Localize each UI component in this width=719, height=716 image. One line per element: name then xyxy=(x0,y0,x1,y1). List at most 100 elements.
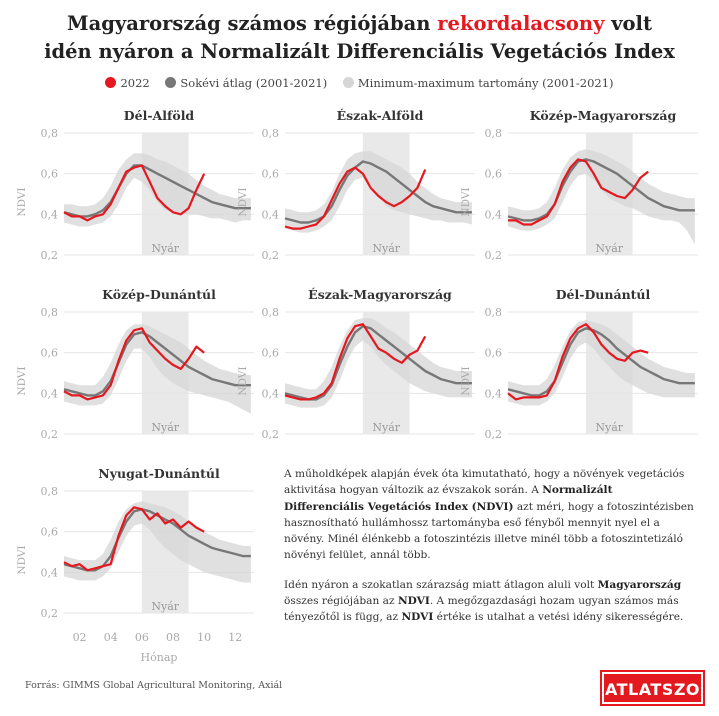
desc-bold: Magyarország xyxy=(597,578,682,591)
y-tick-label: 0,6 xyxy=(262,168,280,181)
legend-label-range: Minimum-maximum tartomány (2001-2021) xyxy=(357,76,614,90)
source-note: Forrás: GIMMS Global Agricultural Monito… xyxy=(25,680,283,691)
desc-bold: NDVI xyxy=(401,611,434,624)
x-tick-label: 10 xyxy=(197,631,211,644)
line-2022 xyxy=(284,323,427,401)
y-tick-label: 0,2 xyxy=(485,249,503,262)
title-line2: idén nyáron a Normalizált Differenciális… xyxy=(44,40,675,63)
y-tick-label: 0,6 xyxy=(262,347,280,360)
y-axis-label: NDVI xyxy=(16,187,28,216)
y-axis-label: NDVI xyxy=(16,545,28,574)
desc-text: értéke is utalhat a vetési idény sikeres… xyxy=(433,611,684,624)
title-part1: Magyarország számos régiójában xyxy=(67,12,438,35)
y-tick-label: 0,4 xyxy=(41,387,59,400)
line-2022 xyxy=(63,327,205,401)
summer-label: Nyár xyxy=(151,242,179,255)
title-highlight: rekordalacsony xyxy=(437,12,605,35)
y-tick-label: 0,4 xyxy=(41,208,59,221)
panel-title: Közép-Dunántúl xyxy=(102,287,216,302)
x-tick-label: 12 xyxy=(228,631,242,644)
minmax-band xyxy=(508,149,695,245)
minmax-band xyxy=(508,320,695,406)
summer-label: Nyár xyxy=(595,242,623,255)
minmax-band xyxy=(285,151,472,233)
legend-swatch-2022 xyxy=(105,77,117,88)
chart-panel: Nyugat-Dunántúl Nyár 0,2 0,4 0,6 0,8 NDVI 02 04 0… xyxy=(16,466,254,664)
y-tick-label: 0,4 xyxy=(485,387,503,400)
description-paragraph-1: A műholdképek alapján évek óta kimutatha… xyxy=(284,466,694,564)
desc-text: Idén nyáron a szokatlan szárazság miatt … xyxy=(284,578,598,591)
y-tick-label: 0,4 xyxy=(41,566,59,579)
desc-text: összes régiójában az xyxy=(284,595,398,608)
panel-title: Észak-Alföld xyxy=(337,108,424,123)
x-tick-label: 02 xyxy=(73,631,87,644)
y-tick-label: 0,6 xyxy=(41,526,59,539)
legend-swatch-range xyxy=(342,77,354,88)
y-axis-label: NDVI xyxy=(16,366,28,395)
y-tick-label: 0,8 xyxy=(262,306,280,319)
chart-panel: Észak-Magyarország Nyár 0,2 0,4 0,6 0,8 NDVI xyxy=(237,287,475,441)
y-tick-label: 0,2 xyxy=(262,249,280,262)
legend-item-2022: 2022 xyxy=(105,76,150,90)
minmax-band xyxy=(64,153,251,227)
panel-title: Észak-Magyarország xyxy=(308,287,452,302)
desc-text: A műholdképek alapján évek óta kimutatha… xyxy=(284,468,685,497)
y-tick-label: 0,4 xyxy=(262,387,280,400)
summer-label: Nyár xyxy=(595,421,623,434)
y-tick-label: 0,2 xyxy=(41,428,59,441)
summer-label: Nyár xyxy=(372,242,400,255)
desc-text: . A megőzgazdasági hozam ugyan számos má… xyxy=(284,595,679,624)
line-2022 xyxy=(63,164,206,222)
mean-line xyxy=(507,327,695,397)
legend-item-mean: Sokévi átlag (2001-2021) xyxy=(165,76,327,90)
y-axis-label: NDVI xyxy=(237,366,249,395)
x-tick-label: 08 xyxy=(166,631,180,644)
chart-panel: Dél-Dunántúl Nyár 0,2 0,4 0,6 0,8 NDVI xyxy=(460,287,698,441)
line-2022 xyxy=(63,506,205,572)
y-tick-label: 0,6 xyxy=(41,168,59,181)
mean-line xyxy=(63,508,251,572)
mean-line xyxy=(507,158,695,222)
x-tick-label: 04 xyxy=(104,631,118,644)
y-tick-label: 0,8 xyxy=(262,127,280,140)
page-title: Magyarország számos régiójában rekordala… xyxy=(0,10,719,66)
panel-title: Dél-Alföld xyxy=(124,108,195,123)
y-tick-label: 0,8 xyxy=(485,306,503,319)
y-tick-label: 0,6 xyxy=(485,168,503,181)
x-axis-label: Hónap xyxy=(141,651,178,664)
y-axis-label: NDVI xyxy=(460,187,472,216)
legend-label-2022: 2022 xyxy=(120,76,150,90)
mean-line xyxy=(63,164,251,218)
y-tick-label: 0,2 xyxy=(262,428,280,441)
y-tick-label: 0,8 xyxy=(485,127,503,140)
atlatszo-logo[interactable]: ATLATSZO xyxy=(602,672,703,704)
y-tick-label: 0,8 xyxy=(41,127,59,140)
line-2022 xyxy=(284,166,427,230)
y-tick-label: 0,2 xyxy=(41,249,59,262)
line-2022 xyxy=(508,158,649,226)
panel-title: Közép-Magyarország xyxy=(530,108,677,123)
chart-panel: Közép-Magyarország Nyár 0,2 0,4 0,6 0,8 NDVI xyxy=(460,108,698,262)
legend-item-range: Minimum-maximum tartomány (2001-2021) xyxy=(342,76,614,90)
chart-panel: Közép-Dunántúl Nyár 0,2 0,4 0,6 0,8 NDVI xyxy=(16,287,254,441)
title-part2: volt xyxy=(604,12,652,35)
y-tick-label: 0,2 xyxy=(485,428,503,441)
summer-label: Nyár xyxy=(151,600,179,613)
y-axis-label: NDVI xyxy=(460,366,472,395)
legend-swatch-mean xyxy=(165,77,177,88)
panel-title: Nyugat-Dunántúl xyxy=(98,466,220,481)
y-tick-label: 0,8 xyxy=(41,485,59,498)
summer-label: Nyár xyxy=(372,421,400,434)
desc-text: azt méri, hogy a fotoszintézisben haszno… xyxy=(284,500,694,562)
y-axis-label: NDVI xyxy=(237,187,249,216)
chart-panel: Dél-Alföld Nyár 0,2 0,4 0,6 0,8 NDVI xyxy=(16,108,254,262)
desc-bold: NDVI xyxy=(397,595,430,608)
panel-title: Dél-Dunántúl xyxy=(556,287,651,302)
y-tick-label: 0,6 xyxy=(485,347,503,360)
x-tick-label: 06 xyxy=(135,631,149,644)
mean-line xyxy=(63,331,251,397)
y-tick-label: 0,4 xyxy=(262,208,280,221)
legend-label-mean: Sokévi átlag (2001-2021) xyxy=(180,76,328,90)
y-tick-label: 0,2 xyxy=(41,607,59,620)
